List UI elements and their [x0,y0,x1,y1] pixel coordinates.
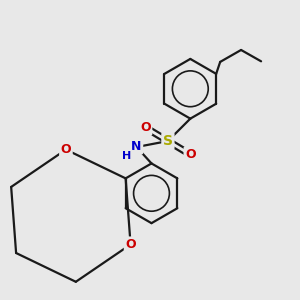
Text: O: O [125,238,136,251]
Text: S: S [163,134,173,148]
Text: O: O [185,148,196,161]
Text: H: H [122,151,132,161]
Text: O: O [140,121,151,134]
Text: N: N [131,140,142,153]
Text: O: O [61,143,71,156]
